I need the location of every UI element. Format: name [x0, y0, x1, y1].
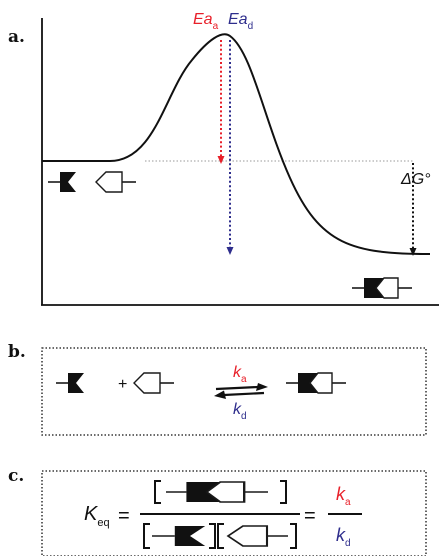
delta-g-arrowhead — [409, 248, 417, 256]
rate-fraction: ka kd — [328, 484, 362, 549]
ea-dissociation-symbol: Ea — [228, 11, 248, 28]
reactant-filled — [55, 372, 85, 394]
keq-label: Keq — [84, 503, 110, 529]
plus-sign: + — [118, 376, 127, 393]
product-complex — [285, 372, 347, 394]
concentration-fraction — [140, 480, 300, 549]
ea-dissociation-arrowhead — [226, 247, 234, 255]
panel-a-label: a. — [8, 27, 25, 47]
rate-denominator-symbol: k — [336, 525, 346, 545]
equals-sign-2: = — [304, 505, 316, 527]
delta-g-label: ΔG° — [400, 171, 431, 188]
panel-b-box — [41, 347, 427, 436]
k-reverse-symbol: k — [233, 401, 242, 418]
separated-fragments — [47, 171, 137, 193]
k-forward-subscript: a — [241, 374, 247, 385]
numerator-complex — [164, 480, 270, 504]
panel-c-label: c. — [8, 466, 24, 486]
ea-association-subscript: a — [213, 21, 219, 32]
panel-b-label: b. — [8, 342, 26, 362]
ea-association-label: Eaa — [193, 11, 219, 32]
ea-association-symbol: Ea — [193, 11, 213, 28]
denominator-filled-fragment — [150, 524, 207, 548]
panel-a: a. Eaa Ead ΔG° — [8, 11, 439, 306]
ea-dissociation-subscript: d — [248, 21, 254, 32]
denominator-bracket-2 — [217, 523, 297, 549]
equals-sign-1: = — [118, 505, 130, 527]
k-forward-label: ka — [233, 364, 247, 385]
equilibrium-arrows — [214, 383, 268, 399]
ea-association-arrowhead — [217, 156, 225, 164]
rate-numerator-subscript: a — [345, 497, 351, 508]
rate-denominator-subscript: d — [345, 538, 351, 549]
k-reverse-subscript: d — [241, 411, 247, 422]
numerator-bracket — [154, 480, 287, 504]
denominator-bracket-1 — [143, 523, 216, 549]
rate-denominator: kd — [336, 525, 351, 549]
panel-b: b. + ka kd — [8, 342, 427, 436]
rate-numerator: ka — [336, 484, 351, 508]
panel-c: c. Keq = = — [8, 466, 427, 556]
reactant-open — [133, 372, 175, 394]
rate-numerator-symbol: k — [336, 484, 346, 504]
fragment-open — [95, 171, 137, 193]
k-forward-symbol: k — [233, 364, 242, 381]
ea-dissociation-label: Ead — [228, 11, 253, 32]
docked-complex — [351, 277, 413, 299]
denominator-open-fragment — [226, 524, 290, 548]
keq-symbol: K — [84, 503, 99, 525]
energy-profile-curve — [42, 33, 431, 255]
keq-subscript: eq — [97, 517, 109, 529]
k-reverse-label: kd — [233, 401, 247, 422]
fragment-filled — [47, 171, 77, 193]
